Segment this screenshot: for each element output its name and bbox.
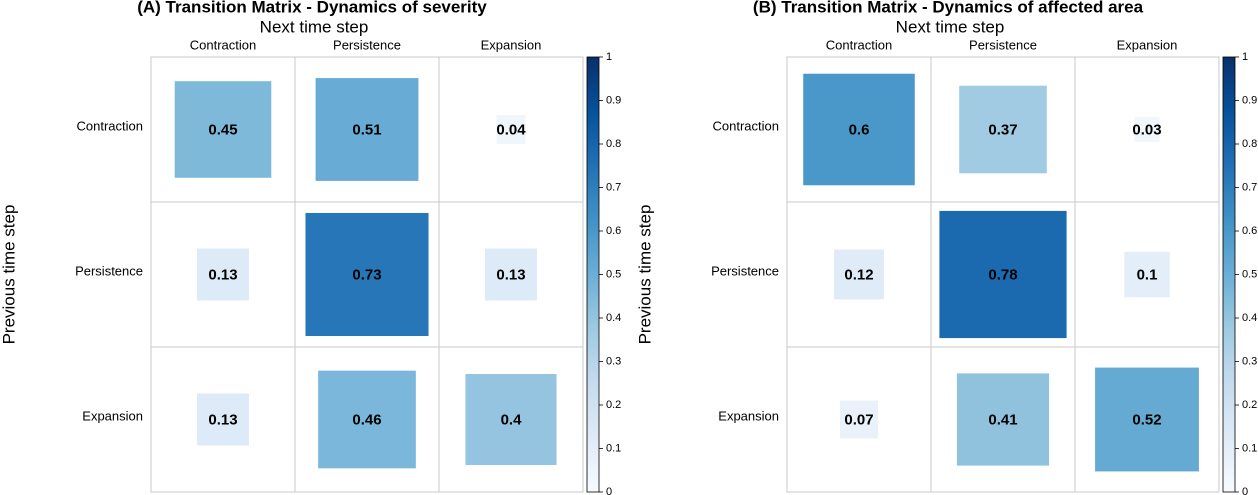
colorbar bbox=[1222, 56, 1236, 493]
value-square bbox=[318, 370, 416, 469]
value-label: 0.46 bbox=[352, 411, 381, 428]
value-label: 0.51 bbox=[352, 121, 381, 138]
y-axis-label: Previous time step bbox=[635, 205, 654, 345]
value-square bbox=[197, 248, 249, 301]
colorbar-tick-label: 1 bbox=[1242, 51, 1248, 63]
row-label: Contraction bbox=[77, 118, 143, 133]
value-label: 0.13 bbox=[208, 266, 237, 283]
column-label: Persistence bbox=[333, 37, 401, 52]
column-label: Contraction bbox=[190, 37, 256, 52]
x-axis-label: Next time step bbox=[896, 17, 1005, 36]
value-square bbox=[496, 115, 526, 144]
colorbar-tick-label: 0.9 bbox=[1242, 94, 1257, 106]
value-label: 0.4 bbox=[501, 411, 523, 428]
colorbar-tick-label: 0.5 bbox=[1242, 268, 1257, 280]
value-label: 0.37 bbox=[988, 121, 1017, 138]
colorbar-tick-label: 0.3 bbox=[606, 355, 621, 367]
column-label: Expansion bbox=[1117, 37, 1178, 52]
colorbar-tick-label: 0.2 bbox=[606, 399, 621, 411]
value-label: 0.13 bbox=[208, 411, 237, 428]
chart-title: (B) Transition Matrix - Dynamics of affe… bbox=[753, 0, 1144, 16]
colorbar-tick-label: 0.3 bbox=[1242, 355, 1257, 367]
colorbar-tick-label: 0.6 bbox=[606, 225, 621, 237]
y-axis-label: Previous time step bbox=[0, 205, 18, 345]
colorbar-tick-label: 1 bbox=[606, 51, 612, 63]
value-square bbox=[956, 373, 1050, 466]
value-square bbox=[465, 373, 557, 466]
colorbar-tick-label: 0.7 bbox=[1242, 181, 1257, 193]
row-label: Expansion bbox=[718, 408, 779, 423]
value-square bbox=[803, 73, 915, 186]
colorbar-tick-label: 0.4 bbox=[606, 312, 621, 324]
colorbar-tick-label: 0.2 bbox=[1242, 399, 1257, 411]
colorbar-tick-label: 0.9 bbox=[606, 94, 621, 106]
value-label: 0.1 bbox=[1137, 266, 1158, 283]
colorbar bbox=[586, 56, 600, 493]
value-label: 0.12 bbox=[844, 266, 873, 283]
value-square bbox=[1134, 117, 1160, 142]
value-square bbox=[197, 393, 249, 446]
value-label: 0.07 bbox=[844, 411, 873, 428]
value-square bbox=[959, 85, 1047, 174]
column-label: Contraction bbox=[826, 37, 892, 52]
column-label: Expansion bbox=[481, 37, 542, 52]
value-square bbox=[485, 248, 537, 301]
value-label: 0.03 bbox=[1132, 121, 1161, 138]
value-label: 0.6 bbox=[849, 121, 870, 138]
column-label: Persistence bbox=[969, 37, 1037, 52]
value-label: 0.52 bbox=[1132, 411, 1161, 428]
colorbar-tick-label: 0 bbox=[1242, 486, 1248, 495]
row-label: Expansion bbox=[82, 408, 143, 423]
value-label: 0.45 bbox=[208, 121, 237, 138]
colorbar-tick-label: 0.6 bbox=[1242, 225, 1257, 237]
colorbar-tick-label: 0.1 bbox=[606, 442, 621, 454]
colorbar-tick-label: 0.1 bbox=[1242, 442, 1257, 454]
row-label: Persistence bbox=[711, 263, 779, 278]
colorbar-tick-label: 0.5 bbox=[606, 268, 621, 280]
value-square bbox=[305, 212, 429, 337]
row-label: Contraction bbox=[713, 118, 779, 133]
cell-border bbox=[1074, 346, 1220, 493]
value-square bbox=[1124, 251, 1170, 298]
value-label: 0.78 bbox=[988, 266, 1017, 283]
value-square bbox=[1095, 367, 1199, 472]
value-square bbox=[939, 210, 1067, 339]
colorbar-tick-label: 0 bbox=[606, 486, 612, 495]
value-square bbox=[315, 78, 419, 181]
value-label: 0.73 bbox=[352, 266, 381, 283]
cell-border bbox=[438, 346, 584, 493]
colorbar-tick-label: 0.8 bbox=[606, 138, 621, 150]
colorbar-tick-label: 0.7 bbox=[606, 181, 621, 193]
value-square bbox=[834, 249, 884, 300]
value-square bbox=[839, 400, 879, 439]
row-label: Persistence bbox=[75, 263, 143, 278]
colorbar-tick-label: 0.8 bbox=[1242, 138, 1257, 150]
x-axis-label: Next time step bbox=[260, 17, 369, 36]
chart-title: (A) Transition Matrix - Dynamics of seve… bbox=[137, 0, 487, 16]
value-label: 0.04 bbox=[496, 121, 526, 138]
value-square bbox=[174, 81, 272, 178]
value-label: 0.13 bbox=[496, 266, 525, 283]
value-label: 0.41 bbox=[988, 411, 1017, 428]
colorbar-tick-label: 0.4 bbox=[1242, 312, 1257, 324]
